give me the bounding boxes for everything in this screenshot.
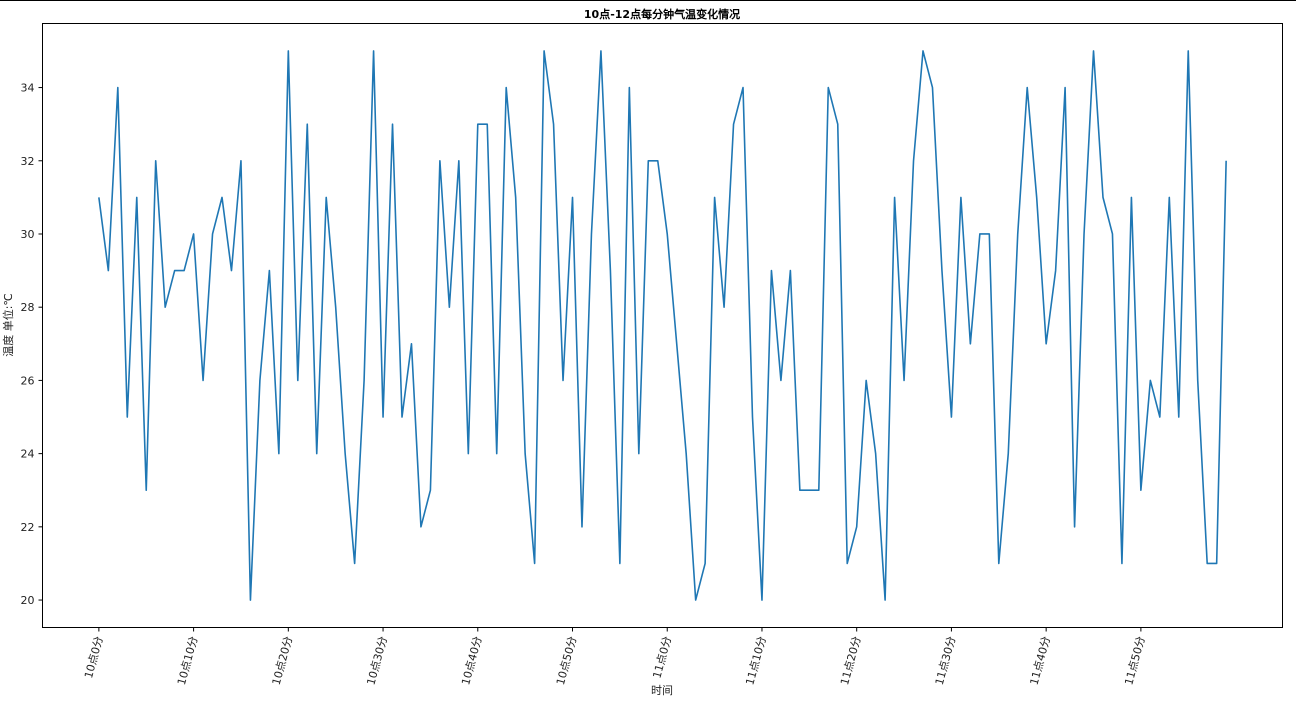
plot-frame	[42, 23, 1283, 628]
chart-title: 10点-12点每分钟气温变化情况	[584, 7, 740, 21]
x-tick-label: 11点40分	[1028, 635, 1053, 687]
x-tick-label: 11点10分	[743, 635, 768, 687]
y-tick-label: 22	[21, 521, 35, 534]
temperature-series-line	[98, 50, 1227, 601]
y-tick-label: 28	[21, 301, 35, 314]
x-tick-label: 10点10分	[175, 635, 200, 687]
y-tick-label: 20	[21, 594, 35, 607]
x-tick-label: 10点50分	[554, 635, 579, 687]
x-axis-label: 时间	[651, 684, 673, 697]
x-tick-label: 10点40分	[459, 635, 484, 687]
y-tick-label: 30	[21, 228, 35, 241]
window-top-border	[0, 0, 1296, 1]
x-tick-label: 11点0分	[650, 635, 674, 680]
x-tick-label: 11点50分	[1122, 635, 1147, 687]
y-tick-label: 34	[21, 82, 35, 95]
x-tick-label: 10点0分	[82, 635, 106, 680]
y-axis-ticks: 20 22 24 26 28 30 32 34	[21, 82, 43, 607]
y-tick-label: 24	[21, 448, 35, 461]
x-tick-label: 11点30分	[933, 635, 958, 687]
x-axis-ticks: 10点0分 10点10分 10点20分 10点30分 10点40分 10点50分 11点0分…	[82, 627, 1148, 687]
x-tick-label: 10点20分	[270, 635, 295, 687]
y-tick-label: 26	[21, 374, 35, 387]
y-axis-label: 温度 单位:℃	[1, 293, 15, 357]
x-tick-label: 10点30分	[364, 635, 389, 687]
x-tick-label: 11点20分	[838, 635, 863, 687]
y-tick-label: 32	[21, 155, 35, 168]
